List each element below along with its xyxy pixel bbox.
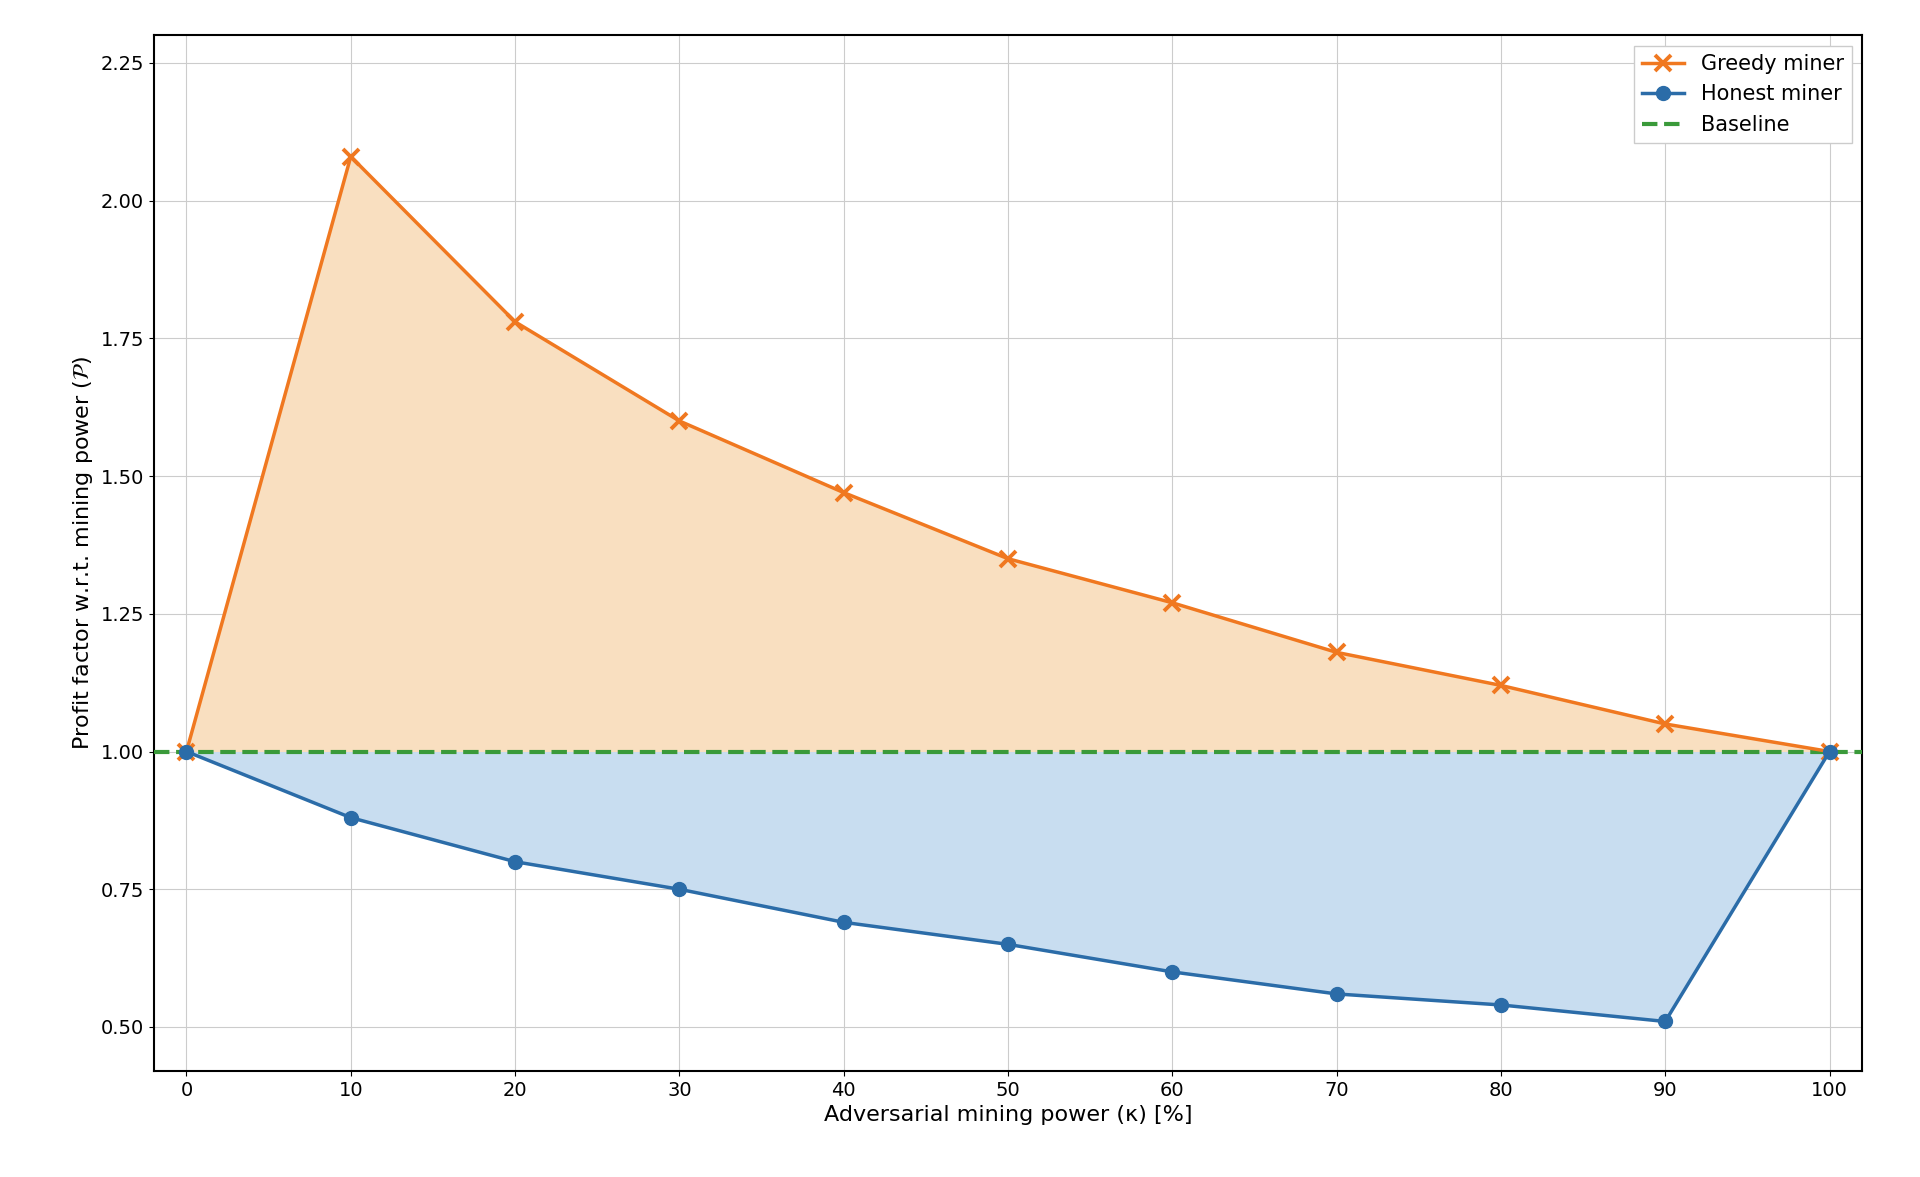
Honest miner [1162, 965, 1185, 979]
X-axis label: Adversarial mining power (κ) [%]: Adversarial mining power (κ) [%] [824, 1105, 1192, 1125]
Greedy miner [503, 314, 526, 328]
Greedy miner [175, 745, 198, 759]
Greedy miner [831, 486, 854, 500]
Honest miner [503, 855, 526, 869]
Honest miner [1325, 986, 1348, 1000]
Greedy miner [340, 149, 363, 164]
Greedy miner [996, 552, 1020, 566]
Honest miner [831, 916, 854, 930]
Baseline [175, 745, 198, 759]
Honest miner [340, 811, 363, 825]
Honest miner [668, 883, 691, 897]
Greedy miner [668, 414, 691, 428]
Honest miner [175, 745, 198, 759]
Line: Greedy miner: Greedy miner [179, 148, 1837, 760]
Legend: Greedy miner, Honest miner, Baseline: Greedy miner, Honest miner, Baseline [1634, 46, 1853, 144]
Y-axis label: Profit factor w.r.t. mining power ($\mathcal{P}$): Profit factor w.r.t. mining power ($\mat… [71, 357, 94, 750]
Greedy miner [1490, 678, 1513, 692]
Greedy miner [1325, 645, 1348, 659]
Line: Honest miner: Honest miner [179, 745, 1837, 1029]
Honest miner [1653, 1015, 1676, 1029]
Honest miner [1490, 998, 1513, 1012]
Honest miner [1818, 745, 1841, 759]
Baseline [192, 745, 215, 759]
Greedy miner [1162, 596, 1185, 610]
Greedy miner [1653, 717, 1676, 731]
Honest miner [996, 937, 1020, 951]
Greedy miner [1818, 745, 1841, 759]
